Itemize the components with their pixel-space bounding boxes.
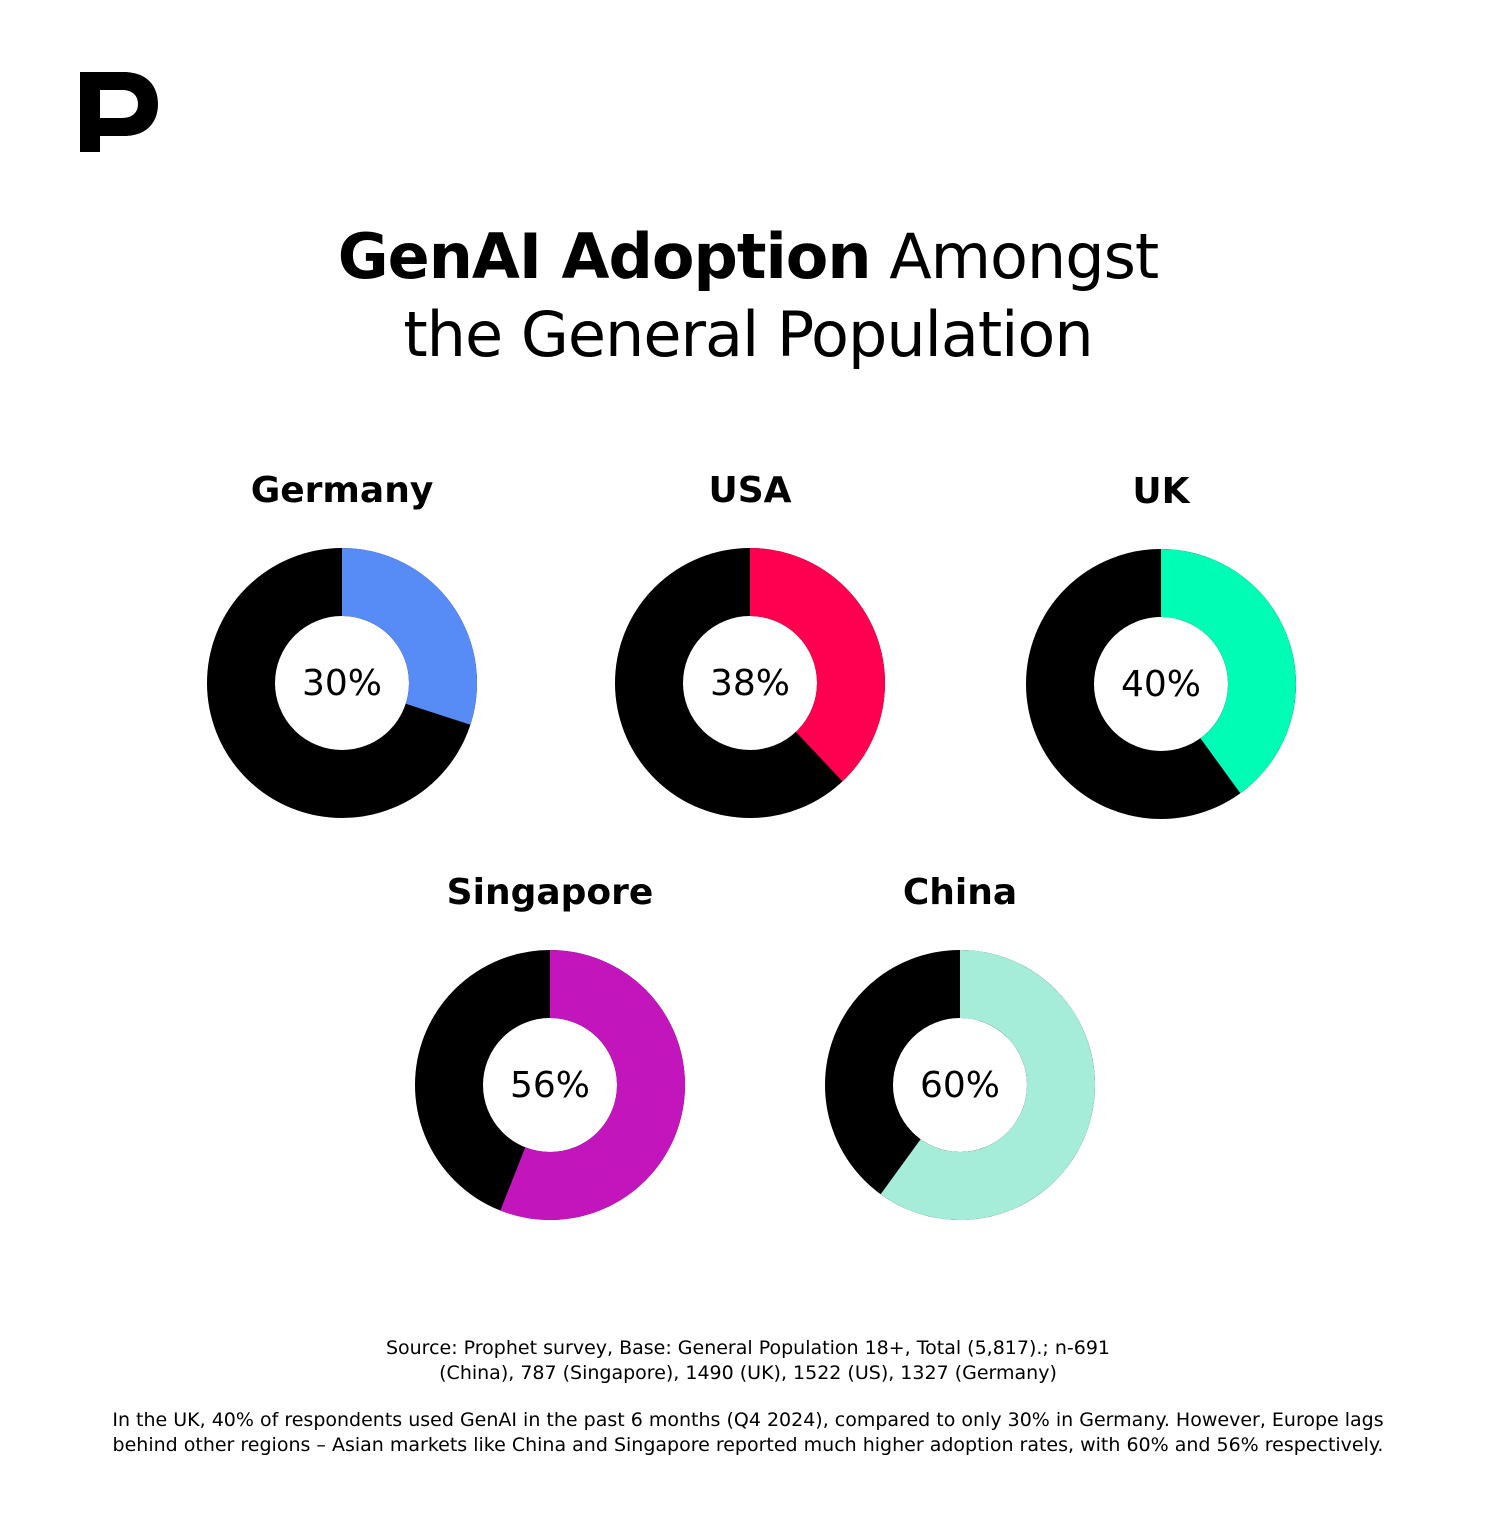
title-rest: Amongst	[889, 220, 1159, 293]
donut-segment	[342, 548, 478, 725]
center-label: 60%	[920, 1065, 1000, 1106]
center-label: 38%	[710, 663, 790, 704]
donut-segment	[750, 548, 885, 782]
donut-title: Germany	[251, 470, 434, 511]
donut-title: USA	[708, 470, 791, 511]
center-label: 40%	[1121, 664, 1201, 705]
donut-segment	[1161, 549, 1296, 794]
title: GenAI Adoption Amongst the General Popul…	[0, 218, 1496, 374]
title-line2: the General Population	[403, 298, 1093, 371]
donut-title: UK	[1132, 471, 1190, 512]
source: Source: Prophet survey, Base: General Po…	[385, 1337, 1111, 1384]
donut-title: China	[903, 872, 1017, 913]
donut-segment	[500, 950, 686, 1220]
note: In the UK, 40% of respondents used GenAI…	[112, 1409, 1384, 1456]
donut-segment	[880, 950, 1096, 1220]
center-label: 56%	[510, 1065, 590, 1106]
center-label: 30%	[302, 663, 382, 704]
logo	[80, 72, 158, 152]
donut-title: Singapore	[447, 872, 654, 913]
title-bold: GenAI Adoption	[337, 220, 872, 293]
